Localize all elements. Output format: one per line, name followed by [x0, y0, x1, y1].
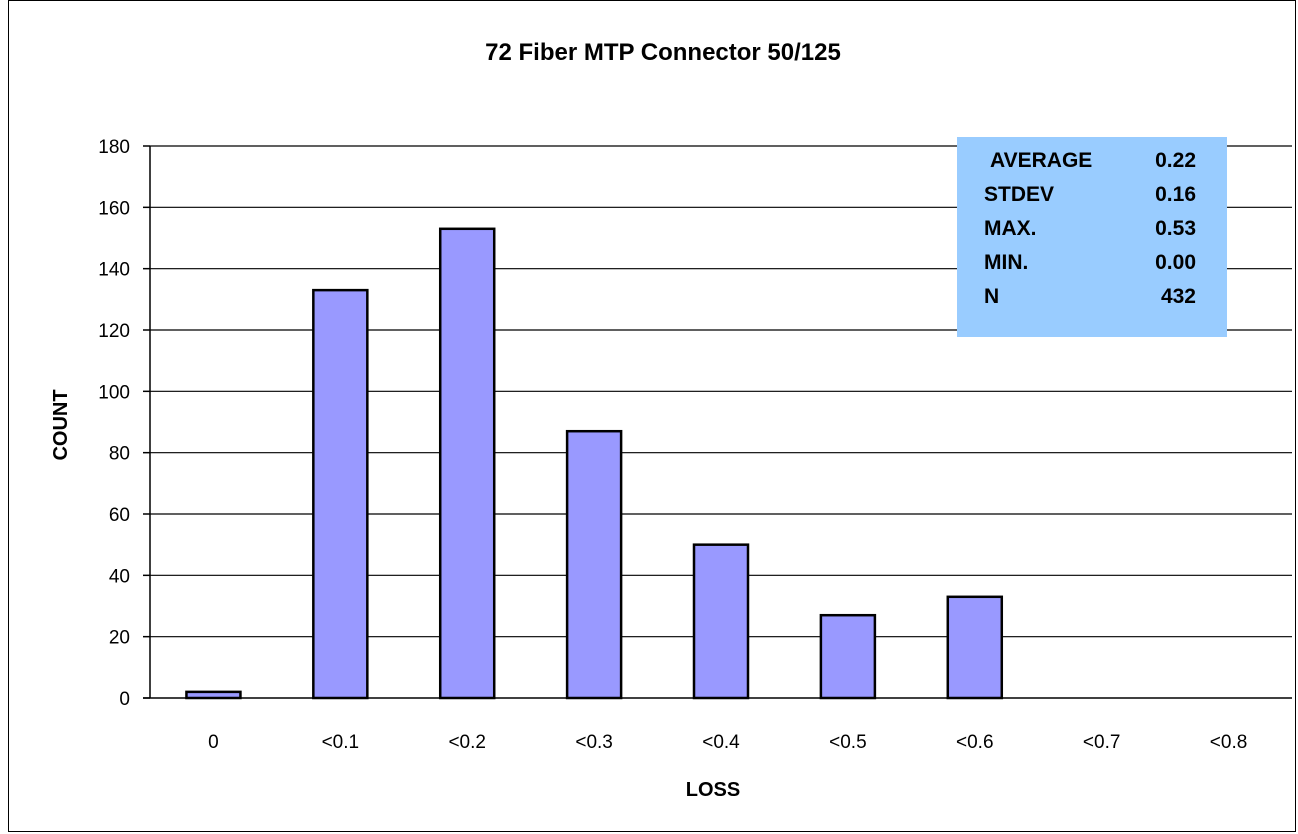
- x-tick-label: <0.2: [448, 732, 486, 753]
- y-tick-label: 160: [98, 198, 130, 219]
- x-tick-label: <0.4: [702, 732, 740, 753]
- stats-value: 0.53: [1155, 217, 1196, 240]
- stats-value: 0.16: [1155, 183, 1196, 206]
- y-axis-label: COUNT: [50, 389, 72, 460]
- stats-label: MAX.: [984, 217, 1037, 240]
- bar: [438, 227, 496, 700]
- stats-value: 432: [1161, 285, 1196, 308]
- x-tick-label: <0.6: [956, 732, 994, 753]
- bar: [185, 690, 242, 700]
- stats-box-background: [957, 137, 1227, 337]
- stats-label: AVERAGE: [990, 149, 1092, 172]
- stats-value: 0.00: [1155, 251, 1196, 274]
- stats-label: MIN.: [984, 251, 1028, 274]
- x-axis-label: LOSS: [686, 779, 740, 801]
- bar: [312, 288, 369, 700]
- y-tick-label: 0: [119, 689, 130, 710]
- x-tick-label: <0.8: [1210, 732, 1248, 753]
- y-tick-label: 40: [109, 566, 130, 587]
- x-tick-labels: 0 <0.1 <0.2 <0.3 <0.4 <0.5 <0.6 <0.7 <0.8: [208, 732, 1247, 753]
- bars: [185, 227, 1004, 700]
- y-tick-label: 80: [109, 444, 130, 465]
- y-tick-label: 120: [98, 321, 130, 342]
- y-tick-label: 180: [98, 137, 130, 158]
- x-tick-label: 0: [208, 732, 219, 753]
- bar: [692, 543, 750, 700]
- y-tick-label: 140: [98, 260, 130, 281]
- bar: [819, 613, 877, 700]
- bar: [946, 595, 1004, 700]
- bar: [565, 429, 623, 700]
- stats-label: STDEV: [984, 183, 1054, 206]
- y-tick-label: 100: [98, 382, 130, 403]
- y-tick-labels: 0 20 40 60 80 100 120 140 160 180: [98, 137, 130, 710]
- chart-title: 72 Fiber MTP Connector 50/125: [485, 39, 841, 66]
- stats-label: N: [984, 285, 999, 308]
- axes: [143, 146, 1292, 699]
- x-tick-label: <0.1: [322, 732, 360, 753]
- stats-value: 0.22: [1155, 149, 1196, 172]
- x-tick-label: <0.7: [1083, 732, 1121, 753]
- stats-box: AVERAGE 0.22 STDEV 0.16 MAX. 0.53 MIN. 0.00 N 432: [957, 137, 1227, 337]
- x-tick-label: <0.3: [575, 732, 613, 753]
- x-tick-label: <0.5: [829, 732, 867, 753]
- y-tick-label: 60: [109, 505, 130, 526]
- y-tick-label: 20: [109, 628, 130, 649]
